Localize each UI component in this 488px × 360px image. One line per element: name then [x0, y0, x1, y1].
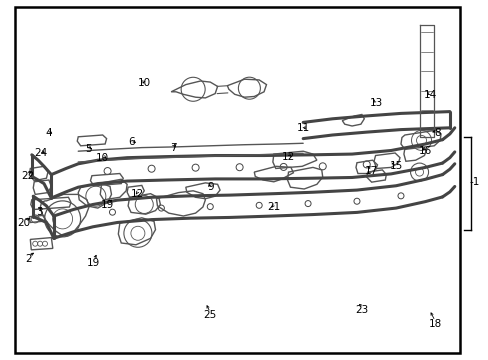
- Text: 15: 15: [388, 161, 402, 171]
- Text: 2: 2: [25, 254, 32, 264]
- Text: 13: 13: [369, 98, 383, 108]
- Text: 6: 6: [128, 137, 135, 147]
- Text: 24: 24: [34, 148, 47, 158]
- Text: 5: 5: [85, 144, 92, 154]
- Text: 16: 16: [418, 146, 431, 156]
- Text: 11: 11: [296, 123, 309, 133]
- Text: 14: 14: [423, 90, 436, 100]
- Text: 25: 25: [203, 310, 217, 320]
- Text: 19: 19: [87, 258, 101, 268]
- Text: 10: 10: [138, 78, 150, 88]
- Text: -1: -1: [468, 177, 479, 187]
- Text: 3: 3: [36, 207, 42, 217]
- Text: 23: 23: [354, 305, 368, 315]
- Text: 4: 4: [45, 128, 52, 138]
- Text: 21: 21: [266, 202, 280, 212]
- Text: 8: 8: [433, 128, 440, 138]
- Text: 10: 10: [96, 153, 109, 163]
- Text: 22: 22: [21, 171, 35, 181]
- Text: 18: 18: [427, 319, 441, 329]
- Text: 12: 12: [281, 152, 295, 162]
- Text: 12: 12: [131, 189, 144, 199]
- Text: 9: 9: [206, 182, 213, 192]
- Text: 20: 20: [17, 218, 30, 228]
- Text: 7: 7: [170, 143, 177, 153]
- Text: 19: 19: [101, 200, 114, 210]
- Text: 17: 17: [364, 166, 378, 176]
